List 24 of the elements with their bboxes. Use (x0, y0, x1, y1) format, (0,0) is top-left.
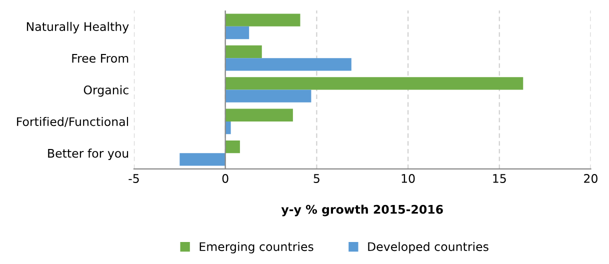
x-tick-label: 0 (222, 174, 228, 183)
bar (225, 58, 352, 71)
legend-label: Developed countries (368, 242, 488, 254)
bar (225, 121, 231, 134)
y-tick-label: Naturally Healthy (26, 22, 129, 34)
x-tick-label: 20 (584, 174, 598, 183)
y-tick-label: Organic (84, 85, 128, 97)
bar (225, 77, 524, 90)
bar (225, 14, 300, 26)
bar (225, 140, 240, 154)
x-tick-label: -5 (128, 174, 139, 183)
bar (225, 108, 293, 122)
x-tick-label: 5 (314, 174, 320, 183)
bar (225, 45, 262, 58)
bar (225, 90, 312, 102)
bar (225, 26, 250, 40)
x-axis-title: y-y % growth 2015-2016 (281, 204, 443, 216)
legend-label: Emerging countries (200, 242, 314, 254)
x-tick-label: 15 (493, 174, 506, 183)
y-tick-label: Free From (72, 54, 128, 63)
y-tick-label: Better for you (48, 148, 128, 160)
x-tick-label: 10 (402, 174, 415, 183)
bar (180, 153, 226, 166)
y-tick-label: Fortified/Functional (17, 116, 128, 128)
